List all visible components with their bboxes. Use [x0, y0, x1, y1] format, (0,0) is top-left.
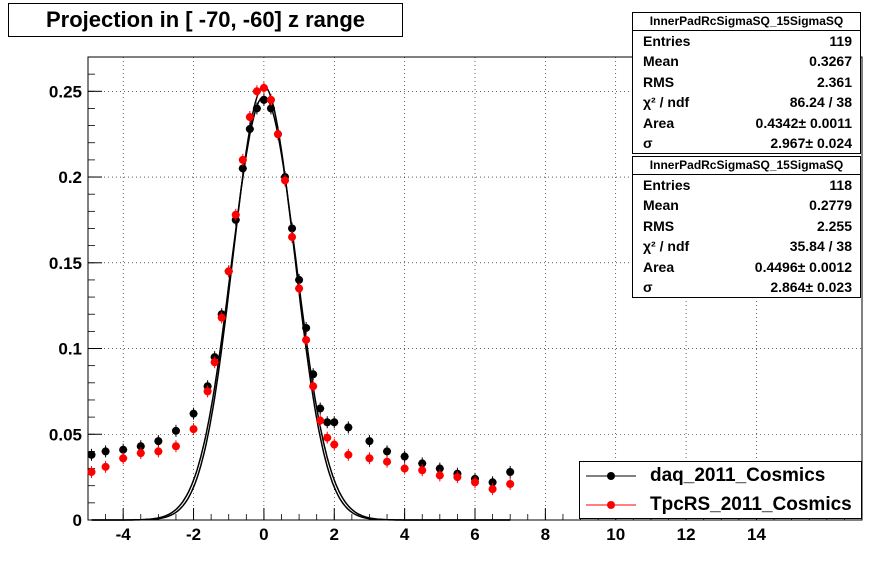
stats-row: Area 0.4496± 0.0012 — [643, 258, 852, 275]
legend-marker-black — [586, 472, 636, 480]
stats-row: RMS 2.361 — [643, 73, 852, 90]
data-point — [171, 426, 180, 435]
data-point — [171, 442, 180, 451]
x-tick-label: 14 — [747, 525, 766, 544]
data-point — [383, 447, 392, 456]
data-point — [101, 462, 110, 471]
stats-row: Mean 0.3267 — [643, 53, 852, 70]
data-point — [238, 155, 247, 164]
legend-label: TpcRS_2011_Cosmics — [650, 494, 852, 515]
data-point — [302, 335, 311, 344]
data-point — [418, 466, 427, 475]
data-point — [259, 83, 268, 92]
y-tick-label: 0.05 — [49, 425, 82, 444]
data-point — [323, 418, 332, 427]
data-point — [210, 358, 219, 367]
data-point — [259, 95, 268, 104]
data-point — [453, 473, 462, 482]
data-point — [231, 210, 240, 219]
data-point — [309, 370, 318, 379]
x-tick-label: 0 — [259, 525, 268, 544]
data-point — [252, 87, 261, 96]
data-point — [217, 313, 226, 322]
stats-row: Entries 119 — [643, 33, 852, 49]
data-point — [189, 409, 198, 418]
data-point — [330, 440, 339, 449]
y-tick-label: 0.2 — [58, 168, 82, 187]
data-point — [344, 423, 353, 432]
data-point — [330, 418, 339, 427]
data-point — [506, 479, 515, 488]
x-tick-label: -4 — [116, 525, 132, 544]
stats-row: σ 2.864± 0.023 — [643, 278, 852, 295]
stats-row: σ 2.967± 0.024 — [643, 134, 852, 151]
stats-row: Entries 118 — [643, 177, 852, 193]
data-point — [87, 467, 96, 476]
data-point — [488, 485, 497, 494]
data-point — [288, 233, 297, 242]
data-point — [383, 457, 392, 466]
data-point — [136, 449, 145, 458]
y-tick-label: 0.1 — [58, 340, 82, 359]
x-tick-label: 2 — [330, 525, 339, 544]
stats-row: Area 0.4342± 0.0011 — [643, 114, 852, 131]
data-point — [488, 478, 497, 487]
data-point — [435, 471, 444, 480]
data-point — [323, 433, 332, 442]
x-tick-label: 6 — [470, 525, 479, 544]
legend-item-daq: daq_2011_Cosmics — [580, 462, 861, 490]
data-point — [203, 387, 212, 396]
y-tick-label: 0.15 — [49, 254, 82, 273]
y-tick-label: 0.25 — [49, 82, 82, 101]
data-point — [506, 467, 515, 476]
data-point — [365, 454, 374, 463]
x-tick-label: 12 — [677, 525, 696, 544]
stats-box-tpcrs: InnerPadRcSigmaSQ_15SigmaSQ Entries 118 M… — [632, 156, 861, 299]
data-point — [400, 452, 409, 461]
data-point — [471, 478, 479, 487]
data-point — [400, 464, 409, 473]
data-point — [273, 130, 282, 139]
data-point — [119, 454, 128, 463]
data-point — [224, 267, 233, 276]
data-point — [189, 425, 198, 434]
x-tick-label: 4 — [400, 525, 410, 544]
data-point — [266, 95, 275, 104]
fit-curve — [91, 85, 511, 521]
x-tick-label: 10 — [606, 525, 625, 544]
data-point — [365, 437, 374, 446]
chart-title: Projection in [ -70, -60] z range — [8, 3, 403, 37]
data-point — [154, 437, 163, 446]
stats-box-daq: InnerPadRcSigmaSQ_15SigmaSQ Entries 119 M… — [632, 12, 861, 155]
x-tick-label: 8 — [541, 525, 550, 544]
data-point — [87, 450, 96, 459]
data-point — [418, 459, 427, 468]
data-point — [309, 382, 318, 391]
stats-box-name: InnerPadRcSigmaSQ_15SigmaSQ — [633, 13, 860, 31]
legend-marker-red — [586, 501, 636, 509]
data-point — [245, 113, 254, 122]
y-tick-label: 0 — [73, 511, 82, 530]
data-point — [316, 416, 325, 425]
stats-row: χ² / ndf 35.84 / 38 — [643, 238, 852, 255]
data-point — [119, 445, 128, 454]
data-point — [316, 404, 325, 413]
data-point — [136, 442, 145, 451]
data-point — [435, 464, 444, 473]
stats-row: Mean 0.2779 — [643, 197, 852, 214]
legend-item-tpcrs: TpcRS_2011_Cosmics — [580, 491, 861, 519]
x-tick-label: -2 — [186, 525, 201, 544]
data-point — [101, 447, 110, 456]
data-point — [295, 284, 304, 293]
stats-row: RMS 2.255 — [643, 217, 852, 234]
legend: daq_2011_Cosmics TpcRS_2011_Cosmics — [579, 461, 862, 519]
data-point — [281, 176, 290, 185]
legend-label: daq_2011_Cosmics — [650, 465, 826, 486]
stats-row: χ² / ndf 86.24 / 38 — [643, 94, 852, 111]
data-point — [154, 447, 163, 456]
data-point — [344, 450, 353, 459]
stats-box-name: InnerPadRcSigmaSQ_15SigmaSQ — [633, 157, 860, 175]
